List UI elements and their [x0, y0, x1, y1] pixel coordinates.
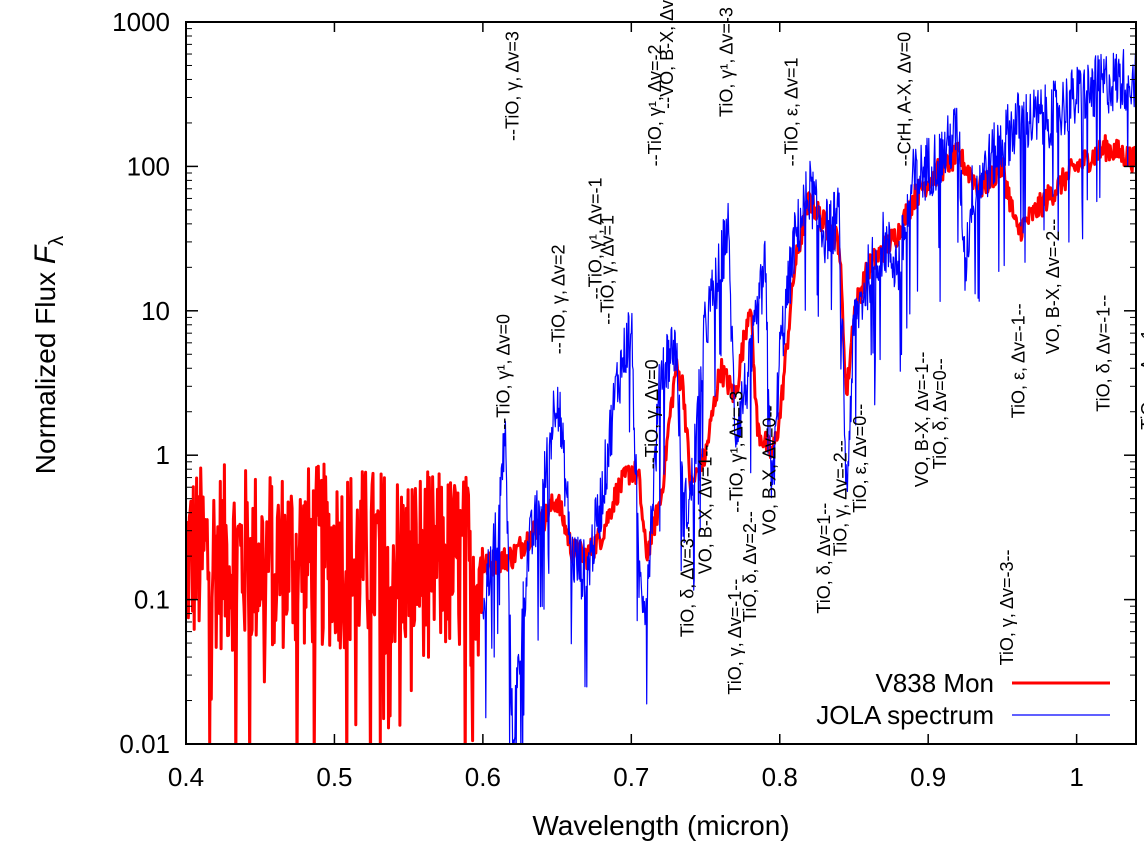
y-axis-label-subscript: λ	[46, 236, 68, 246]
band-annotation: --TiO, γ¹, Δv=-1	[586, 178, 606, 300]
y-axis-label: Normalized Flux Fλ	[29, 236, 68, 474]
band-annotation: --TiO, γ¹, Δv=0	[494, 314, 514, 430]
band-annotation: VO, B-X, Δv=1--	[696, 445, 716, 575]
band-annotation: --TiO, γ¹, Δv=-3	[727, 391, 747, 513]
y-tick-label: 1000	[112, 7, 170, 37]
y-tick-label: 0.01	[119, 729, 170, 759]
y-tick-label: 1	[156, 440, 170, 470]
band-annotation: VO, B-X, Δv=-2--	[1043, 219, 1063, 355]
band-annotation: TiO, ε, Δv=0--	[850, 404, 870, 513]
plot-area	[186, 49, 1136, 744]
band-annotation: --TiO, γ, Δv=2	[549, 244, 569, 354]
band-annotation: VO, B-X, Δv=-1--	[912, 352, 932, 488]
band-annotation: TiO, φ, Δv=1--	[1138, 317, 1144, 430]
band-annotations: --TiO, γ, Δv=3 --TiO, γ¹, Δv=0 --TiO, γ, Δ…	[494, 0, 1144, 695]
band-annotation: TiO, ε, Δv=-1--	[1009, 303, 1029, 418]
tick-marks	[185, 21, 1136, 745]
band-annotation: --VO, B-X, Δv=2	[657, 0, 677, 109]
band-annotation: --TiO, γ, Δv=0	[642, 359, 662, 469]
band-annotation: --TiO, γ, Δv=3	[503, 31, 523, 141]
y-tick-label: 10	[141, 296, 170, 326]
band-annotation: --TiO, γ¹, Δv=-2	[645, 45, 665, 167]
y-axis-label-text: Normalized Flux	[30, 264, 61, 474]
x-tick-label: 0.4	[168, 762, 204, 792]
x-tick-label: 1	[1069, 762, 1083, 792]
plot-frame	[185, 21, 1137, 745]
band-annotation: TiO, δ, Δv=0--	[930, 358, 950, 469]
tick-labels: 0.4 0.5 0.6 0.7 0.8 0.9 1 0.01 0.1 1 10 100 1000	[112, 7, 1084, 792]
x-tick-label: 0.5	[316, 762, 352, 792]
x-tick-label: 0.6	[465, 762, 501, 792]
legend: V838 Mon JOLA spectrum	[816, 668, 1110, 730]
series-line-jola-spectrum	[482, 49, 1136, 744]
y-tick-label: 0.1	[134, 585, 170, 615]
band-annotation: TiO, γ¹, Δv=-3	[716, 7, 736, 117]
x-tick-label: 0.9	[910, 762, 946, 792]
y-tick-label: 100	[127, 151, 170, 181]
band-annotation: TiO, δ, Δv=3--	[678, 526, 698, 637]
x-tick-label: 0.7	[613, 762, 649, 792]
legend-label-v838-mon: V838 Mon	[875, 668, 994, 698]
band-annotation: --TiO, ε, Δv=1	[782, 57, 802, 166]
band-annotation: TiO, δ, Δv=-1--	[1093, 295, 1113, 412]
x-tick-label: 0.8	[762, 762, 798, 792]
band-annotation: TiO, γ, Δv=-3--	[997, 550, 1017, 666]
x-axis-label: Wavelength (micron)	[532, 810, 789, 841]
band-annotation: TiO, δ, Δv=2--	[740, 511, 760, 622]
band-annotation: --TiO, γ, Δv=1	[598, 215, 618, 325]
band-annotation: TiO, δ, Δv=1--	[814, 503, 834, 614]
band-annotation: TiO, γ, Δv=-1--	[725, 579, 745, 695]
band-annotation: TiO, γ, Δv=-2--	[831, 440, 851, 556]
band-annotation: --CrH, A-X, Δv=0	[894, 32, 914, 167]
band-annotation: VO, B-X, Δv=0--	[759, 405, 779, 535]
y-axis-label-symbol: F	[29, 244, 62, 264]
axes	[185, 21, 1137, 745]
legend-label-jola-spectrum: JOLA spectrum	[816, 700, 994, 730]
